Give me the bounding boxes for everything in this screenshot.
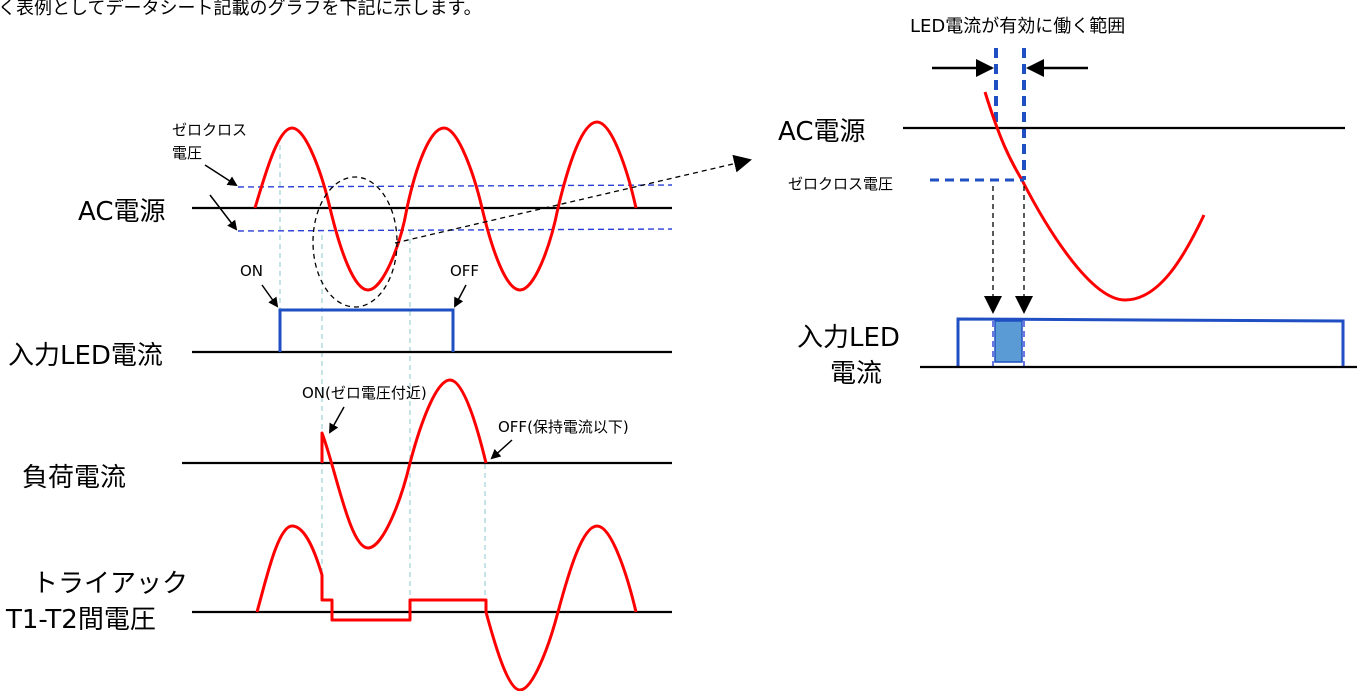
zero-cross-label: ゼロクロス: [172, 121, 247, 139]
off-arrow: [454, 284, 467, 308]
triac-label-2: T1-T2間電圧: [5, 605, 156, 635]
zero-cross-arrow-top: [204, 164, 238, 187]
zoom-ac-curve: [983, 91, 1206, 302]
zoom-led-label-1: 入力LED: [797, 323, 900, 353]
load-current-wave: [320, 378, 488, 550]
triac-label-1: トライアック: [32, 569, 188, 599]
led-label: 入力LED電流: [8, 341, 163, 371]
zoom-led-pulse: [956, 317, 1345, 367]
zoom-ac-label: AC電源: [778, 117, 865, 147]
led-pulse: [278, 308, 455, 352]
ac-label: AC電源: [78, 197, 165, 227]
left-diagram: AC電源 ゼロクロス 電圧 ON OFF 入力LED電流 ON(ゼロ電圧付近) …: [5, 120, 752, 691]
header-text: く表例としてデータシート記載のグラフを下記に示します。: [0, 0, 482, 19]
load-off-arrow: [490, 439, 513, 460]
right-zoom-diagram: LED電流が有効に働く範囲 AC電源 ゼロクロス電圧 入力LED 電流: [778, 16, 1357, 389]
on-label: ON: [240, 262, 263, 280]
zero-band-bottom: [237, 228, 673, 232]
zero-cross-arrow-bottom: [209, 194, 238, 231]
range-label: LED電流が有効に働く範囲: [910, 16, 1125, 37]
on-arrow: [261, 284, 279, 308]
zoom-pointer-arrow: [394, 154, 752, 244]
load-on-label: ON(ゼロ電圧付近): [302, 384, 427, 402]
zero-cross-label-2: 電圧: [172, 144, 202, 162]
load-label: 負荷電流: [22, 463, 126, 493]
off-label: OFF: [450, 262, 479, 280]
zoom-zero-label: ゼロクロス電圧: [788, 175, 893, 193]
effective-window: [994, 320, 1023, 363]
zoom-led-label-2: 電流: [830, 359, 882, 389]
ac-sine-wave: [253, 120, 638, 292]
zero-band-top: [237, 184, 673, 188]
zoom-ellipse: [312, 176, 398, 308]
load-off-label: OFF(保持電流以下): [498, 418, 629, 436]
triac-voltage-wave: [255, 524, 638, 691]
load-on-arrow: [329, 406, 345, 434]
